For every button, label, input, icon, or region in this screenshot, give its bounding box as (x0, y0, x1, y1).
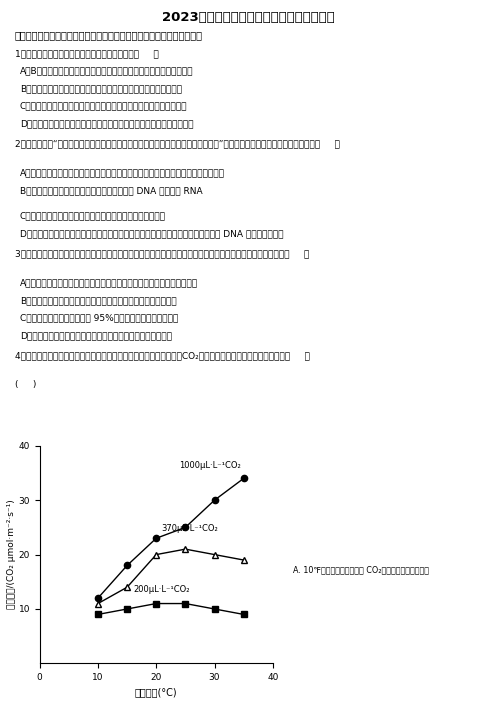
Text: 1000μL·L⁻¹CO₂: 1000μL·L⁻¹CO₂ (180, 461, 241, 470)
Text: B．免疫活性物质是体内发挥免疫作用的物质，仅可由免疫细胞产生: B．免疫活性物质是体内发挥免疫作用的物质，仅可由免疫细胞产生 (20, 84, 182, 93)
Text: 4．光合作用强度受环境因素的影响。车前草的光合速率与叶片温度、CO₂浓度的关系如图。据图分析正确的是（     ）: 4．光合作用强度受环境因素的影响。车前草的光合速率与叶片温度、CO₂浓度的关系如… (15, 352, 310, 361)
Text: C．若免疫监视功能低下或失调，机体会有肿瘤发生或持续的病毒感染: C．若免疫监视功能低下或失调，机体会有肿瘤发生或持续的病毒感染 (20, 102, 187, 111)
Text: C．实验试剂：该实验需要用 95%的酒精溶液对根尖进行漂洗: C．实验试剂：该实验需要用 95%的酒精溶液对根尖进行漂洗 (20, 314, 178, 323)
Text: A．萨顿通过研究蝶虫体细胞及生殖细胞中染色体的数目和形态，推测基因在染色体上: A．萨顿通过研究蝶虫体细胞及生殖细胞中染色体的数目和形态，推测基因在染色体上 (20, 168, 225, 178)
Text: A．B细胞活化通常需要两个信号的刺激，此外，还需要细胞因子的作用: A．B细胞活化通常需要两个信号的刺激，此外，还需要细胞因子的作用 (20, 67, 193, 76)
Text: 3．用洋葱根尖制作临时装片以观察细胞有丝分裂，下列相关材料选择、实验原理和相关操作步骤等叙述正确的是（     ）: 3．用洋葱根尖制作临时装片以观察细胞有丝分裂，下列相关材料选择、实验原理和相关操… (15, 250, 309, 258)
Text: 一、选择题：在每小题给出的四个选项中，只有一项是符合题目要求的。: 一、选择题：在每小题给出的四个选项中，只有一项是符合题目要求的。 (15, 30, 203, 40)
X-axis label: 叶片温度(°C): 叶片温度(°C) (135, 688, 178, 698)
Text: B．实验步骤：根尖解离后应立即用甲紫溶液染色，以防解离过度: B．实验步骤：根尖解离后应立即用甲紫溶液染色，以防解离过度 (20, 296, 177, 305)
Text: A. 10℉条件下，光合速率随 CO₂浓度的升高会持续提高: A. 10℉条件下，光合速率随 CO₂浓度的升高会持续提高 (293, 565, 429, 574)
Text: 1．下列关于人体免疫系统功能的叙述，错误的是（     ）: 1．下列关于人体免疫系统功能的叙述，错误的是（ ） (15, 49, 159, 58)
Text: 2023年哈三中高三学年第一次高考模拟考试: 2023年哈三中高三学年第一次高考模拟考试 (162, 11, 334, 24)
Y-axis label: 光合速率/(CO₂ μmol·m⁻²·s⁻¹): 光合速率/(CO₂ μmol·m⁻²·s⁻¹) (6, 500, 16, 609)
Text: B．科学家通过烟草花叶病毒验证了遗传物质除 DNA 外，还有 RNA: B．科学家通过烟草花叶病毒验证了遗传物质除 DNA 外，还有 RNA (20, 186, 202, 195)
Text: C．可选用金黄色葡萄球菌来探究抗生素对细菌的筛选的作用: C．可选用金黄色葡萄球菌来探究抗生素对细菌的筛选的作用 (20, 212, 166, 220)
Text: D．结果观察：在同一视野中可能看到处于不同分裂时期的细胞: D．结果观察：在同一视野中可能看到处于不同分裂时期的细胞 (20, 331, 172, 340)
Text: 370μL·L⁻¹CO₂: 370μL·L⁻¹CO₂ (161, 524, 218, 533)
Text: A．材料选择：不选用紫洋葱龞叶外表皮，是因为液泡颜色影响观察染色体: A．材料选择：不选用紫洋葱龞叶外表皮，是因为液泡颜色影响观察染色体 (20, 279, 198, 288)
Text: 2．孟德尔说：“任何实验的价值和效用，取决于所使用材料对于实验目的的适合性。”下列实验（观察）材料选择不适合的是（     ）: 2．孟德尔说：“任何实验的价值和效用，取决于所使用材料对于实验目的的适合性。”下… (15, 140, 340, 149)
Text: D．梅塞尔森和斯塔尔以大肠杆菌为实验材料，运用放射性同位素标记技术，证明了 DNA 进行半保留复制: D．梅塞尔森和斯塔尔以大肠杆菌为实验材料，运用放射性同位素标记技术，证明了 DN… (20, 230, 283, 238)
Text: 200μL·L⁻¹CO₂: 200μL·L⁻¹CO₂ (133, 585, 189, 594)
Text: (     ): ( ) (15, 380, 36, 390)
Text: D．抗原呈递细胞可将抗原信息暴露在细胞表面以便呈递给其他免疫细胞: D．抗原呈递细胞可将抗原信息暴露在细胞表面以便呈递给其他免疫细胞 (20, 119, 193, 128)
